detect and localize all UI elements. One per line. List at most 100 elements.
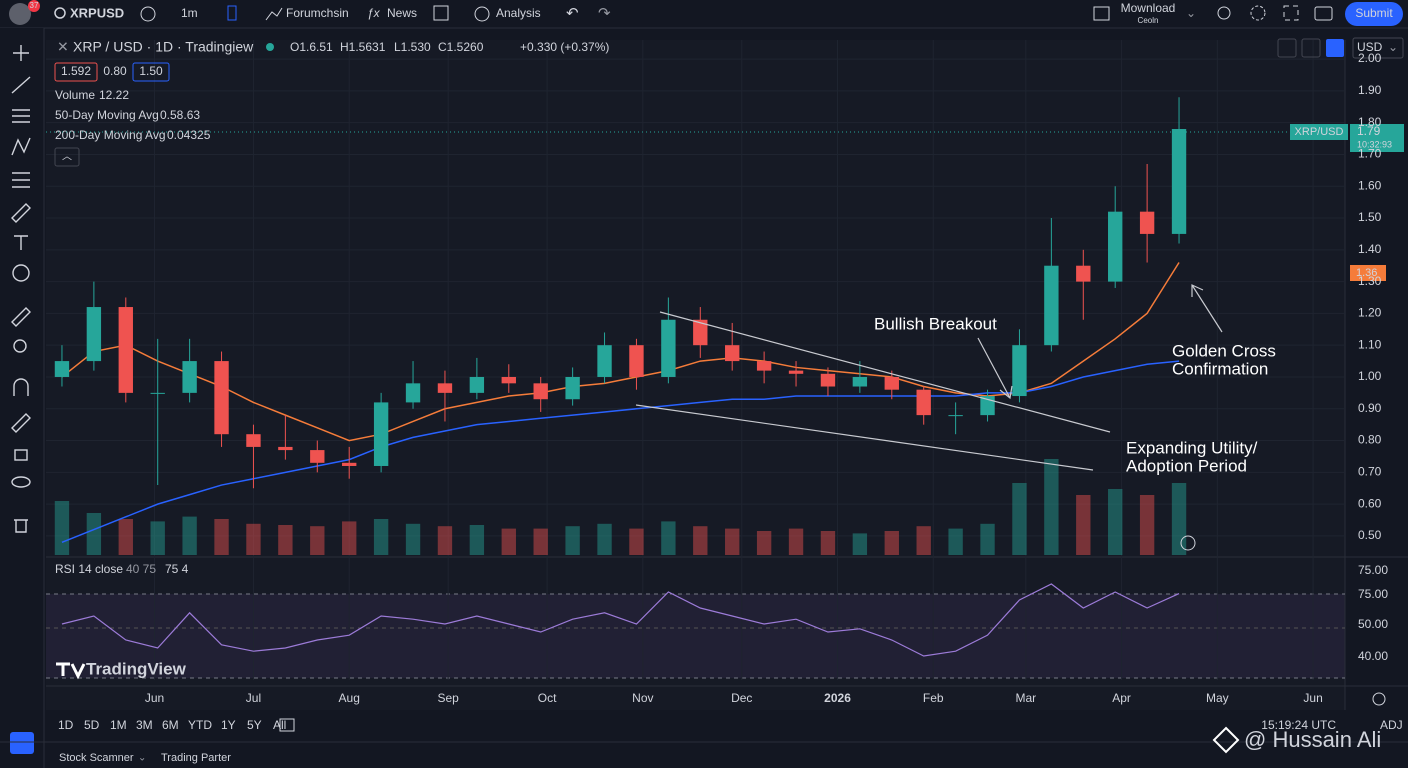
currency: USD <box>1357 40 1383 54</box>
lightning-icon[interactable] <box>1180 535 1196 551</box>
range-button[interactable]: 5D <box>84 718 100 732</box>
candle-body <box>693 319 708 346</box>
x-tick-label: Apr <box>1112 691 1131 705</box>
dropdown-caret[interactable]: ⌄ <box>1186 6 1196 20</box>
trash-tool[interactable] <box>14 519 28 533</box>
footer-tab[interactable]: Trading Parter <box>161 752 231 764</box>
download-button[interactable]: Mownload <box>1121 1 1176 15</box>
rsi-band <box>46 594 1345 678</box>
indicator-name: 200-Day Moving Avg <box>55 128 166 142</box>
emoji-tool[interactable] <box>12 264 30 282</box>
candle-body <box>150 392 165 394</box>
ask: 1.50 <box>139 64 163 78</box>
volume-bar <box>756 531 772 555</box>
footer-tab[interactable]: Stock Scamner <box>59 752 134 764</box>
adj-button[interactable]: ADJ <box>1380 718 1403 732</box>
candle-body <box>820 373 836 387</box>
brush-tool[interactable] <box>11 203 31 223</box>
menu-item[interactable]: Forumchsin <box>286 6 349 20</box>
collapse-button[interactable] <box>1301 38 1321 58</box>
search-icon <box>54 7 66 19</box>
auto-scale[interactable] <box>1326 39 1344 57</box>
candle-body <box>469 376 485 393</box>
favorites-button[interactable] <box>10 732 34 754</box>
x-tick-label: Jun <box>145 691 164 705</box>
x-tick-label: May <box>1206 691 1229 705</box>
zoom-tool[interactable] <box>13 339 27 353</box>
text-tool[interactable] <box>14 235 28 250</box>
volume-bar <box>405 523 421 555</box>
fullscreen-button[interactable] <box>1283 5 1299 21</box>
candle-body <box>1012 345 1027 397</box>
interval[interactable]: 1m <box>181 6 198 20</box>
y-tick-label: 0.60 <box>1358 496 1382 510</box>
settings-button[interactable] <box>1250 5 1266 21</box>
lock-draw-tool[interactable] <box>11 413 31 433</box>
candle-layer <box>54 97 1187 489</box>
candle-body <box>1076 265 1091 282</box>
forecast-tool[interactable] <box>12 172 30 188</box>
x-tick-label: Dec <box>731 691 752 705</box>
undo[interactable]: ↶ <box>566 5 579 22</box>
add-symbol[interactable] <box>140 6 156 22</box>
fib-tool[interactable] <box>12 109 30 123</box>
candle-body <box>373 402 389 466</box>
volume-bar <box>661 521 676 555</box>
submit-button[interactable] <box>1345 2 1403 26</box>
trendline-tool[interactable] <box>11 76 31 94</box>
candle-body <box>661 319 676 377</box>
range-button[interactable]: 1D <box>58 718 74 732</box>
crosshair-tool[interactable] <box>13 45 29 61</box>
symbol-search[interactable]: XRPUSD <box>70 5 124 20</box>
avatar[interactable] <box>9 3 31 25</box>
magnet-tool[interactable] <box>13 378 29 396</box>
x-tick-label: Sep <box>437 691 459 705</box>
candle-body <box>214 361 229 435</box>
y-tick-label: 1.90 <box>1358 83 1382 97</box>
volume-bar <box>725 528 740 555</box>
pin-button[interactable] <box>1277 38 1297 58</box>
download-sub: Ceoln <box>1138 16 1159 25</box>
menu-item[interactable]: News <box>387 6 417 20</box>
settings-icon[interactable] <box>1372 692 1386 706</box>
currency-select[interactable] <box>1352 37 1404 59</box>
range-button[interactable]: 3M <box>136 718 153 732</box>
ruler-tool[interactable] <box>11 307 31 327</box>
drawing-tools[interactable] <box>11 45 31 533</box>
redo[interactable]: ↷ <box>598 5 611 22</box>
layout-icon[interactable] <box>433 5 449 21</box>
candle-body <box>182 361 197 393</box>
candle-body <box>788 370 804 374</box>
lock-tool[interactable] <box>14 449 28 461</box>
visibility-tool[interactable] <box>11 476 31 488</box>
x-tick-label: Oct <box>538 691 557 705</box>
volume-bar <box>1076 495 1091 555</box>
volume-bar <box>948 528 963 555</box>
menu-item[interactable]: Analysis <box>496 6 541 20</box>
legend-title: XRP / USD · 1D · Tradingiew <box>73 39 254 55</box>
chart-type[interactable] <box>227 5 237 21</box>
range-button[interactable]: 1M <box>110 718 127 732</box>
buy-button[interactable] <box>132 62 170 82</box>
pattern-tool[interactable] <box>11 137 31 156</box>
search-button[interactable] <box>1217 6 1231 20</box>
checkbox[interactable] <box>1093 6 1110 21</box>
close-legend[interactable]: ✕ <box>57 39 69 55</box>
volume-bar <box>693 526 708 555</box>
range-button[interactable]: 1Y <box>221 718 236 732</box>
legend-close: C1.5260 <box>438 40 484 54</box>
sell-button[interactable] <box>54 62 98 82</box>
volume-bar <box>278 525 293 555</box>
snapshot-button[interactable] <box>1314 6 1333 21</box>
date-range-button[interactable] <box>279 718 295 732</box>
ma-layer <box>61 262 1180 543</box>
range-button[interactable]: 6M <box>162 718 179 732</box>
clock: 15:19:24 UTC <box>1261 718 1336 732</box>
candle-body <box>1044 265 1059 346</box>
badge-count: 37 <box>30 1 39 10</box>
range-button[interactable]: 5Y <box>247 718 262 732</box>
collapse-legend[interactable] <box>54 147 80 167</box>
legend-low: L1.530 <box>394 40 431 54</box>
candle-body <box>629 345 644 377</box>
range-button[interactable]: YTD <box>188 718 212 732</box>
